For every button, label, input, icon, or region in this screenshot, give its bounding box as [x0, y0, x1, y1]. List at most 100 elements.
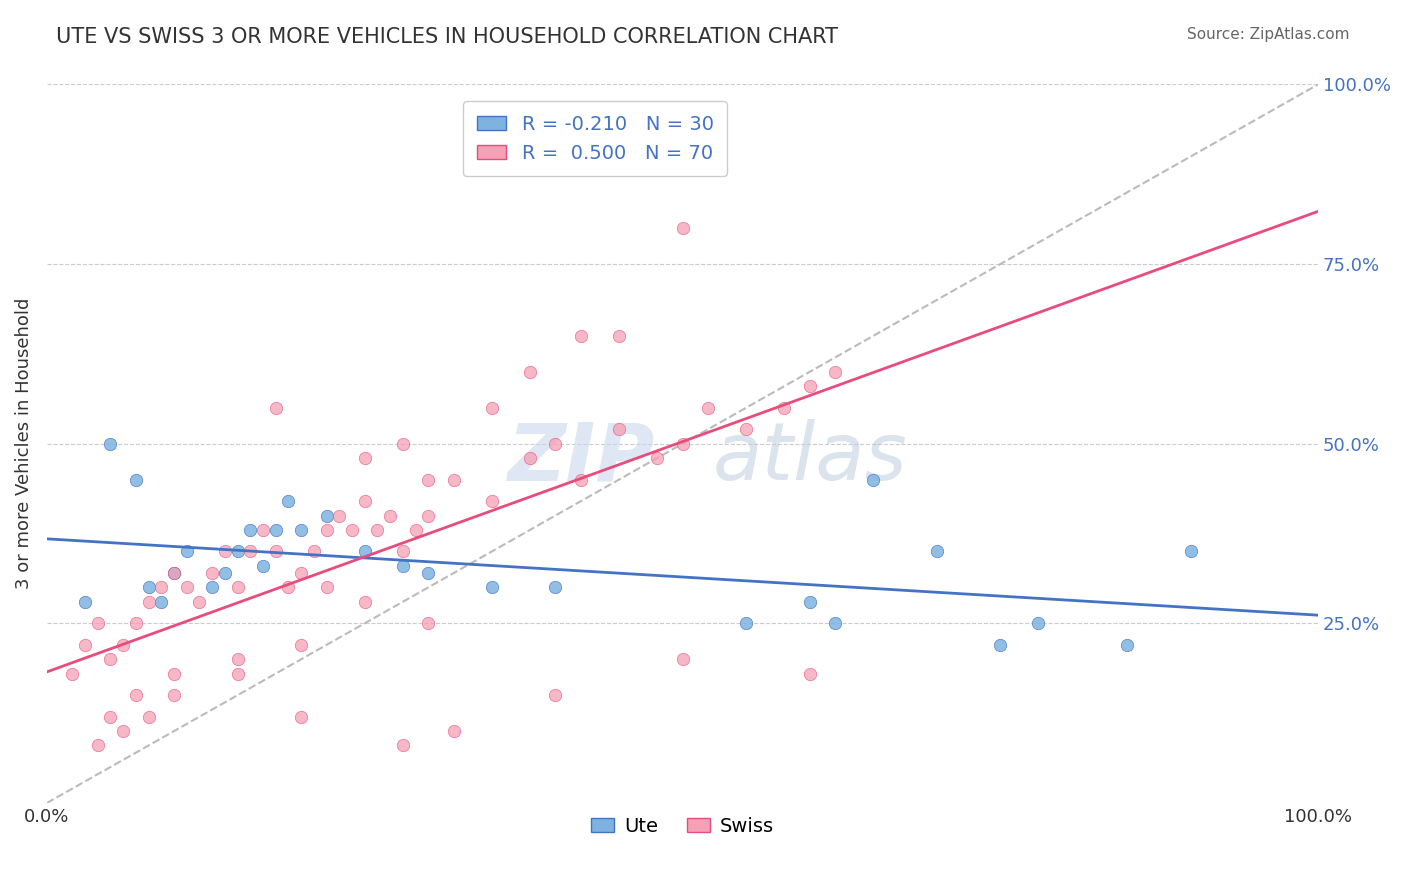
Point — [290, 638, 312, 652]
Point — [353, 494, 375, 508]
Point — [150, 595, 173, 609]
Point — [315, 523, 337, 537]
Point — [392, 739, 415, 753]
Point — [277, 494, 299, 508]
Point — [60, 666, 83, 681]
Point — [163, 688, 186, 702]
Point — [418, 616, 440, 631]
Point — [405, 523, 427, 537]
Text: Source: ZipAtlas.com: Source: ZipAtlas.com — [1187, 27, 1350, 42]
Point — [226, 652, 249, 666]
Point — [73, 638, 96, 652]
Point — [100, 710, 122, 724]
Point — [264, 401, 287, 415]
Point — [100, 436, 122, 450]
Point — [201, 566, 224, 580]
Text: ZIP: ZIP — [508, 419, 655, 497]
Point — [799, 666, 821, 681]
Point — [671, 652, 693, 666]
Point — [112, 638, 135, 652]
Point — [481, 581, 503, 595]
Point — [163, 566, 186, 580]
Point — [353, 595, 375, 609]
Point — [645, 451, 668, 466]
Point — [201, 581, 224, 595]
Point — [226, 581, 249, 595]
Point — [544, 581, 567, 595]
Point — [392, 436, 415, 450]
Point — [443, 724, 465, 739]
Point — [353, 451, 375, 466]
Point — [252, 558, 274, 573]
Point — [671, 221, 693, 235]
Point — [100, 652, 122, 666]
Point — [418, 508, 440, 523]
Point — [697, 401, 720, 415]
Point — [176, 544, 198, 558]
Legend: Ute, Swiss: Ute, Swiss — [583, 809, 782, 844]
Point — [125, 473, 148, 487]
Point — [214, 544, 236, 558]
Point — [735, 616, 758, 631]
Point — [824, 365, 846, 379]
Point — [340, 523, 363, 537]
Point — [226, 666, 249, 681]
Point — [988, 638, 1011, 652]
Point — [481, 494, 503, 508]
Point — [519, 451, 541, 466]
Point — [264, 544, 287, 558]
Point — [315, 581, 337, 595]
Point — [1116, 638, 1139, 652]
Point — [418, 473, 440, 487]
Point — [226, 544, 249, 558]
Point — [125, 616, 148, 631]
Point — [290, 566, 312, 580]
Point — [264, 523, 287, 537]
Point — [112, 724, 135, 739]
Point — [214, 566, 236, 580]
Point — [418, 566, 440, 580]
Point — [87, 739, 110, 753]
Point — [799, 379, 821, 393]
Text: atlas: atlas — [713, 419, 907, 497]
Point — [150, 581, 173, 595]
Point — [138, 581, 160, 595]
Point — [569, 329, 592, 343]
Point — [252, 523, 274, 537]
Point — [607, 422, 630, 436]
Point — [328, 508, 350, 523]
Text: UTE VS SWISS 3 OR MORE VEHICLES IN HOUSEHOLD CORRELATION CHART: UTE VS SWISS 3 OR MORE VEHICLES IN HOUSE… — [56, 27, 838, 46]
Point — [73, 595, 96, 609]
Point — [481, 401, 503, 415]
Point — [290, 710, 312, 724]
Point — [607, 329, 630, 343]
Point — [735, 422, 758, 436]
Point — [239, 523, 262, 537]
Point — [87, 616, 110, 631]
Point — [392, 558, 415, 573]
Point — [366, 523, 388, 537]
Point — [176, 581, 198, 595]
Point — [188, 595, 211, 609]
Point — [799, 595, 821, 609]
Point — [392, 544, 415, 558]
Point — [519, 365, 541, 379]
Point — [125, 688, 148, 702]
Point — [163, 666, 186, 681]
Point — [862, 473, 884, 487]
Y-axis label: 3 or more Vehicles in Household: 3 or more Vehicles in Household — [15, 298, 32, 590]
Point — [925, 544, 948, 558]
Point — [671, 436, 693, 450]
Point — [773, 401, 796, 415]
Point — [239, 544, 262, 558]
Point — [138, 710, 160, 724]
Point — [443, 473, 465, 487]
Point — [277, 581, 299, 595]
Point — [378, 508, 401, 523]
Point — [544, 436, 567, 450]
Point — [824, 616, 846, 631]
Point — [1028, 616, 1050, 631]
Point — [138, 595, 160, 609]
Point — [163, 566, 186, 580]
Point — [1180, 544, 1202, 558]
